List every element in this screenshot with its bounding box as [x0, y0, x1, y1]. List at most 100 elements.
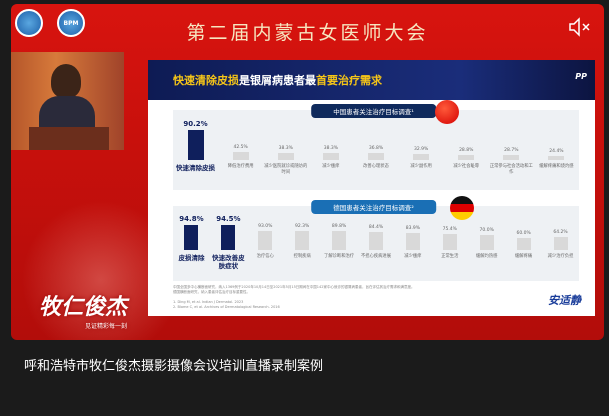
- bar-value-label: 70.0%: [479, 228, 494, 234]
- bar-group: 92.3% 控制疾病: [284, 206, 321, 281]
- bar: [458, 154, 475, 160]
- bar: [516, 237, 531, 250]
- category-label: 减少瘙痒: [322, 164, 340, 169]
- bar-group: 28.8% 减少社会耻辱: [444, 110, 489, 190]
- category-label: 快速改善皮肤症状: [212, 254, 245, 271]
- bar-value-label: 38.3%: [323, 146, 339, 152]
- bar: [479, 235, 494, 250]
- bar-group: 84.4% 不担心疾病进展: [358, 206, 395, 281]
- bar-group: 38.3% 减少医院就诊或随访的时间: [263, 110, 308, 190]
- bar-group: 38.3% 减少瘙痒: [308, 110, 353, 190]
- category-label: 缓解疼痛和烧灼感: [539, 164, 574, 169]
- bar: [405, 232, 420, 250]
- bar-value-label: 36.8%: [368, 146, 384, 152]
- china-survey-chart: 中国患者关注治疗目标调查¹ 90.2% 快速清除皮损 42.5% 降低治疗费用 38.3…: [173, 100, 579, 190]
- bar: [413, 154, 430, 160]
- bar-value-label: 94.5%: [216, 215, 241, 224]
- slide-title: 快速清除皮损 是银屑病患者最 首要治疗需求 PP: [148, 60, 595, 100]
- bar: [184, 225, 199, 250]
- bar-group: 28.7% 正常参与社会活动和工作: [489, 110, 534, 190]
- bar-group: 93.0% 治疗信心: [247, 206, 284, 281]
- category-label: 缓解灼热感: [475, 254, 498, 259]
- references: 1. Ding M, et al. Indian J Dermatol. 202…: [173, 300, 280, 310]
- bar-value-label: 38.3%: [278, 146, 293, 152]
- chart-title: 德国患者关注治疗目标调查²: [311, 200, 436, 214]
- bar: [332, 231, 347, 250]
- video-player[interactable]: BPM 第二届内蒙古女医师大会 牧仁俊杰 见证精彩每一刻 快速清除皮损 是银屑病患者…: [11, 4, 604, 340]
- product-logo: 安适静: [548, 294, 581, 307]
- corner-logo: PP: [575, 72, 587, 81]
- bar-value-label: 64.2%: [553, 229, 568, 235]
- category-label: 控制疾病: [293, 254, 311, 259]
- category-label: 治疗信心: [256, 254, 274, 259]
- bar-group: 70.0% 缓解灼热感: [468, 206, 505, 281]
- bar-group: 89.8% 了解诊断和治疗: [321, 206, 358, 281]
- conference-title: 第二届内蒙古女医师大会: [186, 22, 429, 44]
- category-label: 皮损清除: [178, 254, 205, 262]
- bar-group: 64.2% 减少治疗负担: [542, 206, 579, 281]
- bar-group: 90.2% 快速清除皮损: [173, 110, 218, 190]
- germany-flag-icon: [450, 196, 474, 220]
- footnote: 中国全国多中心横断面研究，纳入1369例于2020年10月14日至2021年5月…: [173, 285, 415, 295]
- bar: [367, 153, 384, 160]
- bar: [442, 234, 457, 250]
- bar-value-label: 28.7%: [504, 147, 519, 153]
- chart-title: 中国患者关注治疗目标调查¹: [311, 104, 436, 118]
- bar-value-label: 42.5%: [233, 145, 248, 151]
- bar-value-label: 94.8%: [179, 215, 204, 224]
- speaker-video: [11, 52, 124, 150]
- category-label: 了解诊断和治疗: [324, 254, 355, 259]
- category-label: 降低治疗费用: [227, 164, 254, 169]
- germany-survey-chart: 德国患者关注治疗目标调查² 94.8% 皮损清除 94.5% 快速改善皮肤症状 93.0…: [173, 196, 579, 281]
- bar-value-label: 28.8%: [459, 147, 474, 153]
- category-label: 正常参与社会活动和工作: [489, 164, 533, 175]
- bar: [232, 152, 249, 160]
- bar-value-label: 83.9%: [405, 225, 421, 231]
- category-label: 减少医院就诊或随访的时间: [264, 164, 308, 175]
- category-label: 减少瘙痒: [404, 254, 422, 259]
- bar: [221, 225, 236, 250]
- video-caption: 呼和浩特市牧仁俊杰摄影摄像会议培训直播录制案例: [24, 359, 324, 374]
- bar: [295, 230, 310, 250]
- category-label: 正常生活: [441, 254, 459, 259]
- association-logo: [15, 9, 43, 37]
- bar: [258, 230, 273, 250]
- brand-watermark: 牧仁俊杰 见证精彩每一刻: [39, 294, 128, 330]
- bar-group: 94.5% 快速改善皮肤症状: [210, 206, 247, 281]
- category-label: 减少治疗负担: [547, 254, 574, 259]
- bar-value-label: 90.2%: [183, 120, 208, 129]
- bar-group: 94.8% 皮损清除: [173, 206, 210, 281]
- bpm-logo-text: BPM: [63, 19, 79, 27]
- bar: [553, 236, 568, 250]
- bar-group: 42.5% 降低治疗费用: [218, 110, 263, 190]
- category-label: 减少社会耻辱: [453, 164, 480, 169]
- bar-group: 83.9% 减少瘙痒: [394, 206, 431, 281]
- bar-value-label: 84.4%: [368, 225, 384, 231]
- category-label: 不担心疾病进展: [360, 254, 392, 259]
- bar-group: 75.4% 正常生活: [431, 206, 468, 281]
- bar: [503, 154, 520, 160]
- bar-group: 24.4% 缓解疼痛和烧灼感: [534, 110, 579, 190]
- bar: [187, 130, 204, 160]
- category-label: 减少副作用: [410, 164, 432, 169]
- presentation-slide: 快速清除皮损 是银屑病患者最 首要治疗需求 PP 中国患者关注治疗目标调查¹ 90.…: [148, 60, 595, 316]
- bar-value-label: 60.0%: [516, 230, 531, 236]
- china-flag-icon: [435, 100, 459, 124]
- bar: [548, 155, 565, 160]
- bar-value-label: 92.3%: [295, 223, 310, 229]
- bar: [368, 232, 383, 250]
- bar: [277, 153, 294, 160]
- bar-group: 60.0% 缓解疼痛: [505, 206, 542, 281]
- category-label: 缓解疼痛: [515, 254, 533, 259]
- bar-group: 32.9% 减少副作用: [399, 110, 444, 190]
- bar-group: 36.8% 改善心理状态: [353, 110, 398, 190]
- bar-value-label: 24.4%: [549, 148, 564, 154]
- bar-value-label: 32.9%: [413, 147, 429, 153]
- bar: [322, 153, 339, 160]
- bar-value-label: 89.8%: [331, 224, 347, 230]
- bpm-logo: BPM: [57, 9, 85, 37]
- speaker-muted-icon[interactable]: [568, 17, 592, 37]
- category-label: 快速清除皮损: [176, 164, 216, 172]
- bar-value-label: 93.0%: [258, 223, 273, 229]
- bar-value-label: 75.4%: [442, 227, 457, 233]
